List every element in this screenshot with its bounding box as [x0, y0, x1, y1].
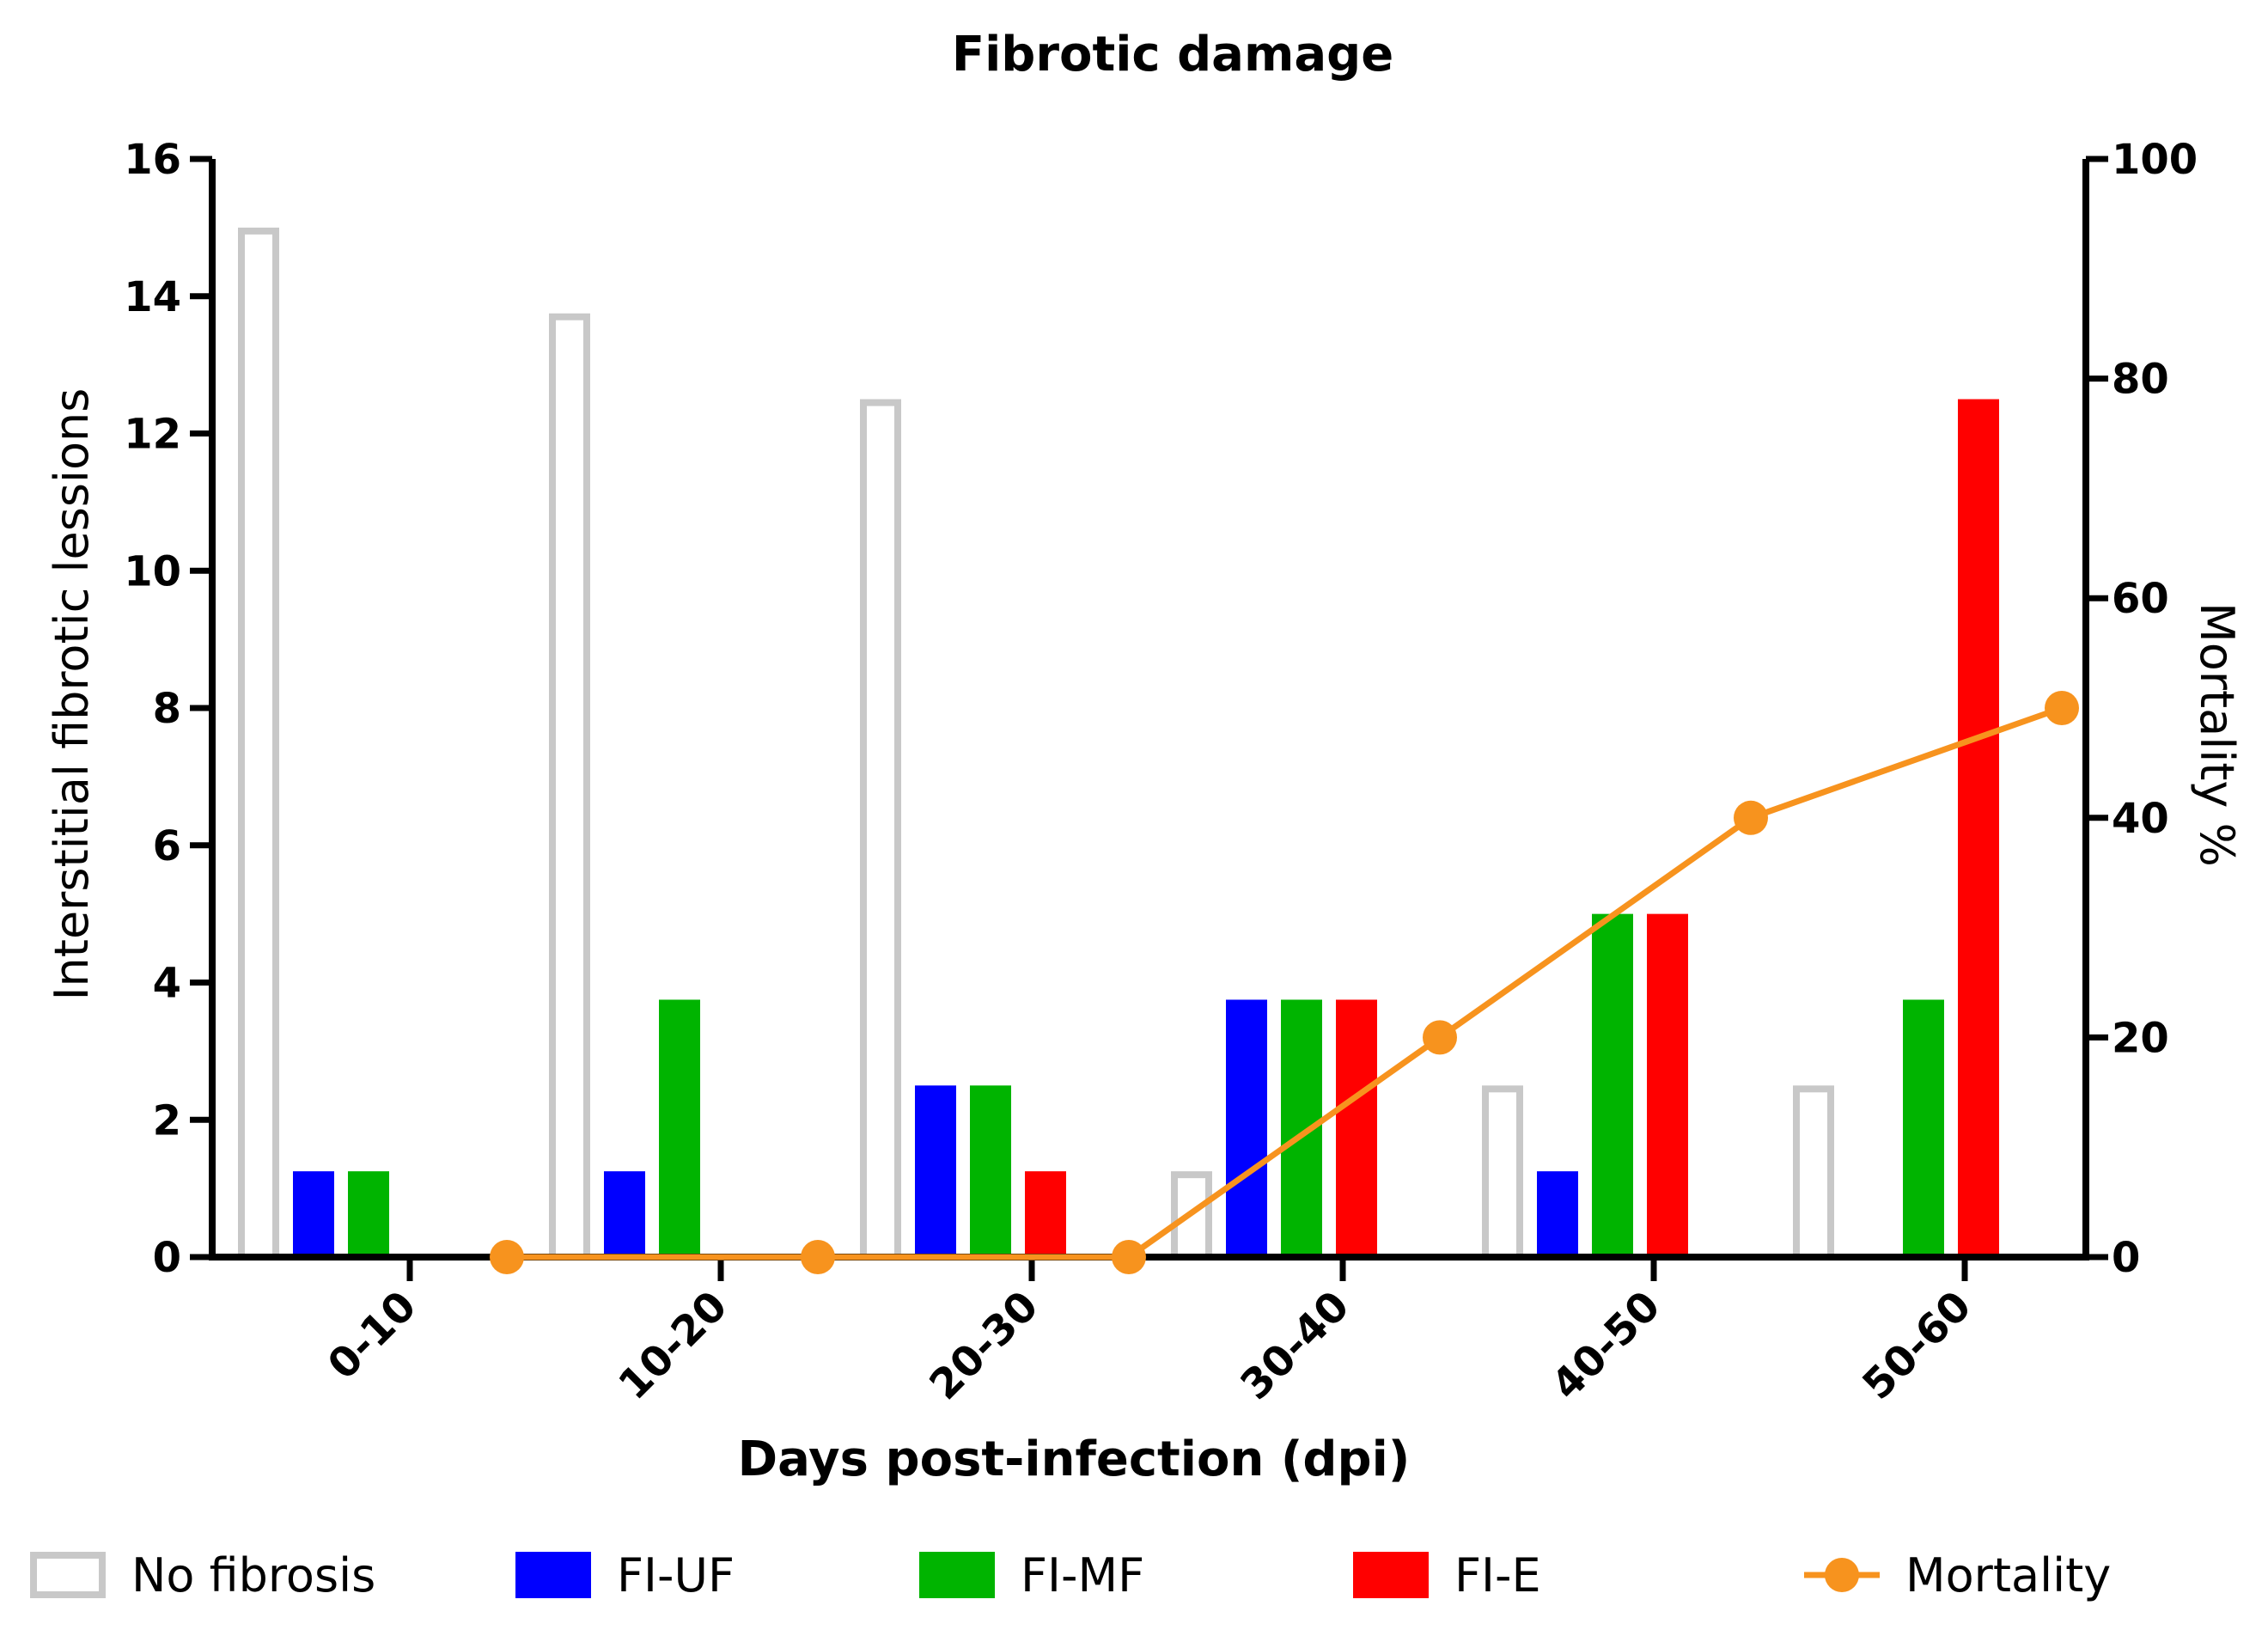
- y2-tick-label-0: 0: [2112, 1234, 2140, 1282]
- y-tick-label-0: 0: [153, 1234, 181, 1282]
- y2-tick-label-40: 40: [2112, 795, 2169, 843]
- mortality-point-20-30: [1112, 1240, 1146, 1274]
- bars-layer: [238, 227, 1999, 1261]
- bar-fi-mf-40-50: [1592, 913, 1633, 1257]
- legend-label-no-fibrosis: No fibrosis: [131, 1548, 375, 1602]
- legend-label-fi-mf: FI-MF: [1021, 1548, 1144, 1602]
- bar-fi-uf-40-50: [1537, 1171, 1578, 1257]
- x-tick-label-40-50: 40-50: [1542, 1282, 1669, 1409]
- mortality-line: [507, 705, 2064, 1261]
- legend-swatch-no-fibrosis: [30, 1552, 106, 1598]
- legend-label-fi-uf: FI-UF: [617, 1548, 735, 1602]
- x-tick-label-20-30: 20-30: [920, 1282, 1047, 1409]
- y-tick-label-16: 16: [124, 136, 181, 184]
- chart-title: Fibrotic damage: [952, 27, 1393, 82]
- y-tick-label-6: 6: [153, 822, 181, 870]
- y-tick-label-2: 2: [153, 1096, 181, 1145]
- mortality-point-30-40: [1423, 1020, 1457, 1055]
- y-tick-label-10: 10: [124, 547, 181, 595]
- y-tick-label-4: 4: [153, 960, 181, 1008]
- y2-axis-title: Mortality %: [2190, 602, 2244, 867]
- mortality-line-layer: [490, 691, 2079, 1274]
- x-tick-label-50-60: 50-60: [1853, 1282, 1980, 1409]
- y2-tick-label-60: 60: [2112, 575, 2169, 623]
- bar-fi-e-30-40: [1336, 999, 1377, 1257]
- legend: No fibrosis FI-UF FI-MF FI-E Mortality: [30, 1548, 2111, 1602]
- y-tick-label-14: 14: [124, 273, 181, 321]
- mortality-point-10-20: [801, 1240, 835, 1274]
- bar-no-fibrosis-40-50: [1482, 1085, 1523, 1261]
- legend-swatch-fi-e: [1353, 1552, 1429, 1598]
- legend-label-fi-e: FI-E: [1454, 1548, 1541, 1602]
- bar-fi-uf-0-10: [293, 1171, 334, 1257]
- mortality-point-40-50: [1734, 800, 1768, 835]
- bar-fi-uf-30-40: [1226, 999, 1267, 1257]
- legend-swatch-fi-uf: [515, 1552, 591, 1598]
- bar-no-fibrosis-50-60: [1793, 1085, 1834, 1261]
- bar-fi-e-40-50: [1647, 913, 1688, 1257]
- mortality-point-0-10: [490, 1240, 524, 1274]
- x-tick-label-0-10: 0-10: [319, 1282, 426, 1389]
- legend-label-mortality: Mortality: [1905, 1548, 2111, 1602]
- y-tick-label-12: 12: [124, 411, 181, 459]
- y2-tick-label-80: 80: [2112, 356, 2169, 404]
- bar-fi-mf-0-10: [348, 1171, 389, 1257]
- legend-swatch-fi-mf: [919, 1552, 995, 1598]
- bar-fi-uf-20-30: [915, 1085, 956, 1257]
- bar-fi-mf-20-30: [970, 1085, 1011, 1257]
- bar-fi-e-20-30: [1025, 1171, 1066, 1257]
- x-tick-label-30-40: 30-40: [1231, 1282, 1358, 1409]
- bar-no-fibrosis-10-20: [549, 313, 590, 1261]
- bar-fi-mf-50-60: [1903, 999, 1944, 1257]
- y-tick-label-8: 8: [153, 685, 181, 733]
- y-axis-title: Interstitial fibrotic lessions: [45, 388, 99, 1001]
- mortality-point-50-60: [2045, 691, 2079, 725]
- x-axis-title: Days post-infection (dpi): [738, 1432, 1411, 1487]
- bar-fi-mf-10-20: [659, 999, 700, 1257]
- y2-tick-label-100: 100: [2112, 136, 2198, 184]
- bar-fi-uf-10-20: [604, 1171, 645, 1257]
- bar-fi-e-50-60: [1958, 399, 1999, 1257]
- bar-no-fibrosis-0-10: [238, 227, 279, 1261]
- x-tick-label-10-20: 10-20: [609, 1282, 736, 1409]
- y2-tick-label-20: 20: [2112, 1014, 2169, 1062]
- bar-no-fibrosis-20-30: [860, 399, 901, 1261]
- legend-marker-mortality: [1825, 1558, 1859, 1592]
